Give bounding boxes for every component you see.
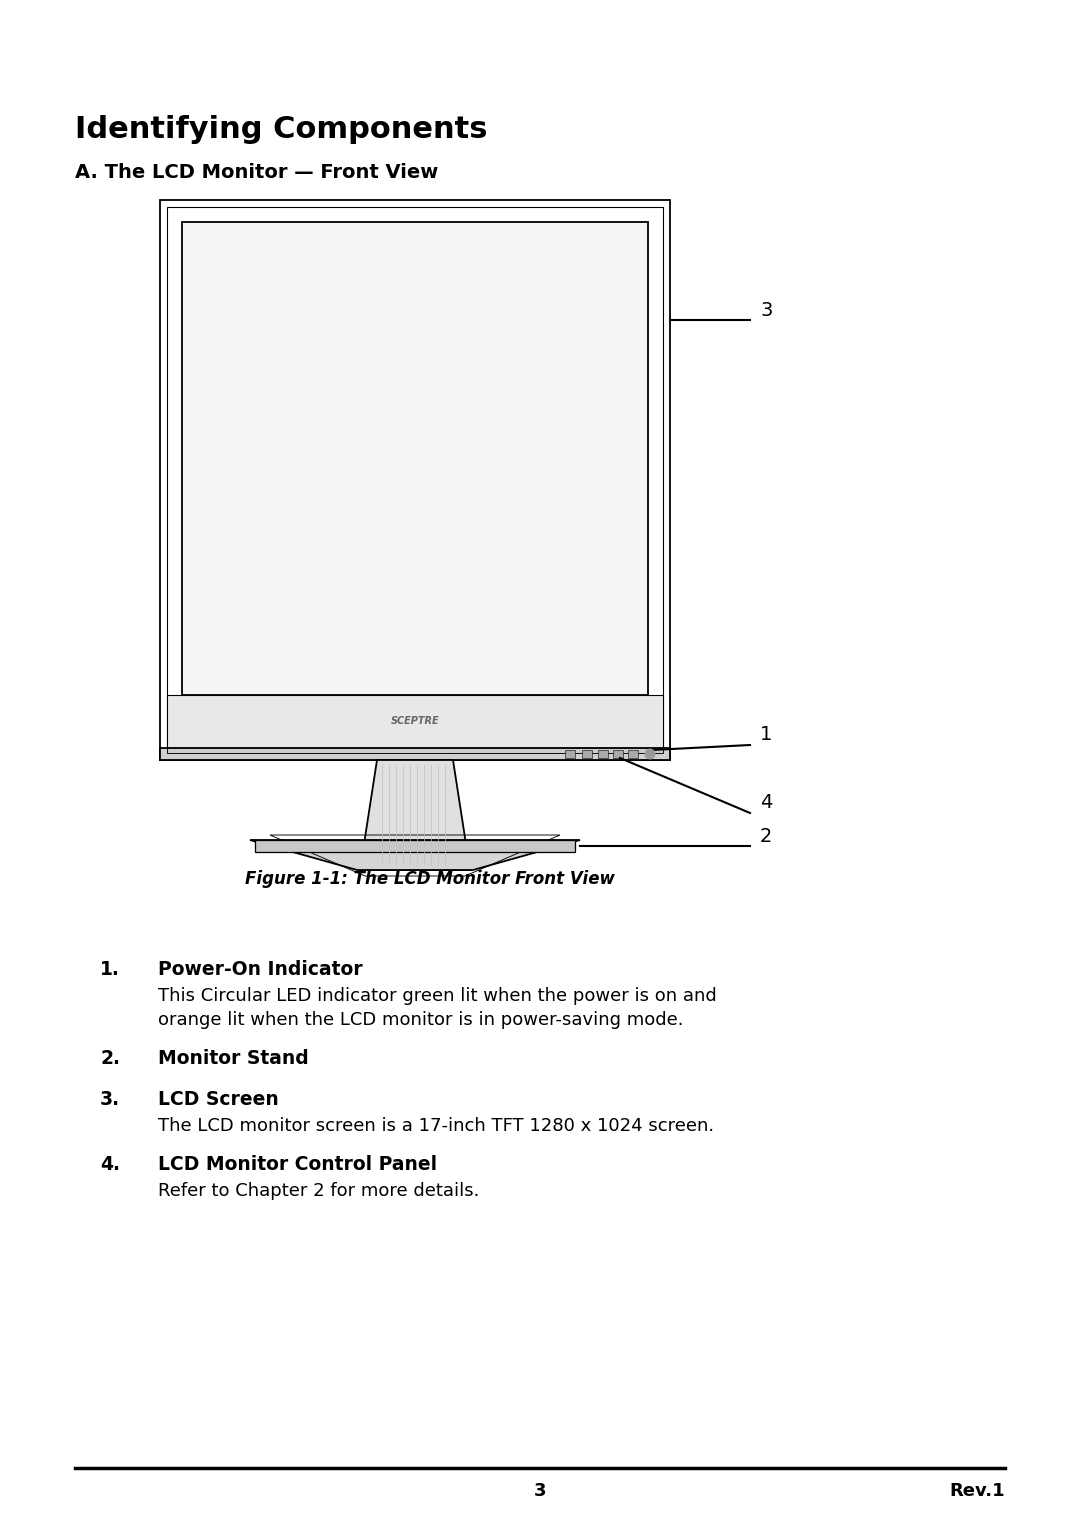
Circle shape (645, 749, 654, 758)
Text: 3: 3 (760, 301, 772, 320)
Polygon shape (598, 751, 608, 758)
Polygon shape (565, 751, 575, 758)
Text: A. The LCD Monitor — Front View: A. The LCD Monitor — Front View (75, 164, 438, 182)
Text: Power-On Indicator: Power-On Indicator (158, 960, 363, 979)
Text: 3: 3 (534, 1482, 546, 1500)
Text: Monitor Stand: Monitor Stand (158, 1049, 309, 1067)
Polygon shape (255, 839, 575, 852)
Text: Identifying Components: Identifying Components (75, 115, 487, 144)
Polygon shape (249, 839, 580, 870)
Text: 1.: 1. (100, 960, 120, 979)
Polygon shape (167, 696, 663, 748)
Text: orange lit when the LCD monitor is in power-saving mode.: orange lit when the LCD monitor is in po… (158, 1011, 684, 1029)
Polygon shape (167, 748, 663, 752)
Text: SCEPTRE: SCEPTRE (391, 717, 440, 726)
Polygon shape (183, 222, 648, 696)
Polygon shape (613, 751, 623, 758)
Text: 2: 2 (760, 827, 772, 846)
Text: 4.: 4. (100, 1154, 120, 1174)
Text: The LCD monitor screen is a 17-inch TFT 1280 x 1024 screen.: The LCD monitor screen is a 17-inch TFT … (158, 1118, 714, 1135)
Text: 1: 1 (760, 725, 772, 745)
Polygon shape (582, 751, 592, 758)
Text: 3.: 3. (99, 1090, 120, 1109)
Text: Rev.1: Rev.1 (949, 1482, 1005, 1500)
Text: 4: 4 (760, 794, 772, 812)
Polygon shape (360, 760, 470, 870)
Text: LCD Monitor Control Panel: LCD Monitor Control Panel (158, 1154, 437, 1174)
Polygon shape (160, 748, 670, 760)
Text: LCD Screen: LCD Screen (158, 1090, 279, 1109)
Text: Refer to Chapter 2 for more details.: Refer to Chapter 2 for more details. (158, 1182, 480, 1200)
Text: 2.: 2. (100, 1049, 120, 1067)
Text: Figure 1-1: The LCD Monitor Front View: Figure 1-1: The LCD Monitor Front View (245, 870, 615, 888)
Polygon shape (627, 751, 638, 758)
Text: This Circular LED indicator green lit when the power is on and: This Circular LED indicator green lit wh… (158, 988, 717, 1005)
